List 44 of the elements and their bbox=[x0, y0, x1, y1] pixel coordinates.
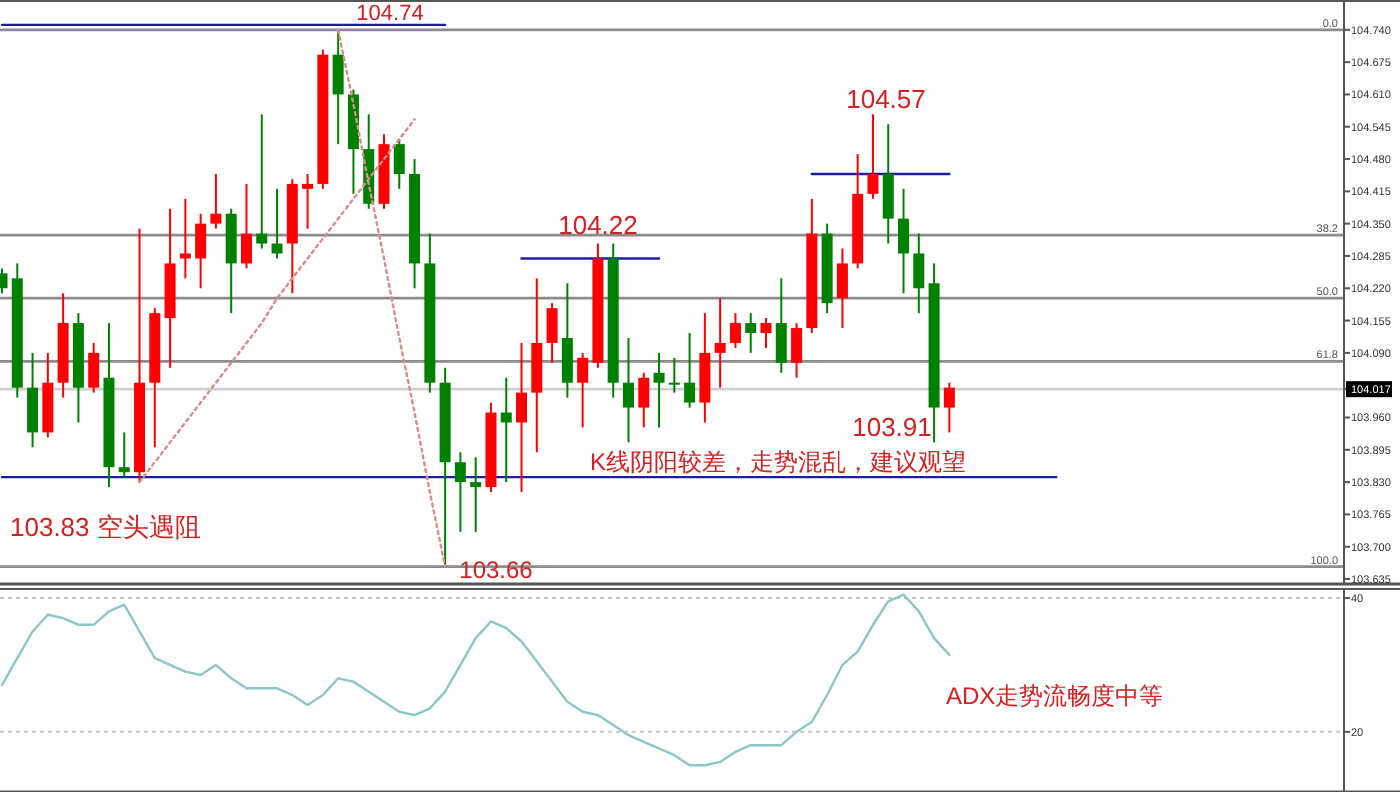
candlestick bbox=[210, 172, 222, 230]
candlestick bbox=[256, 113, 268, 250]
candlestick bbox=[836, 247, 848, 330]
candlestick bbox=[867, 113, 879, 200]
candlestick bbox=[271, 187, 283, 260]
candlestick bbox=[791, 322, 803, 379]
candlestick bbox=[577, 351, 589, 429]
candlestick bbox=[882, 123, 894, 245]
candlestick bbox=[729, 312, 741, 349]
candlestick bbox=[745, 312, 757, 354]
annotation: K线阴阳较差，走势混乱，建议观望 bbox=[590, 448, 967, 476]
candlestick bbox=[943, 381, 955, 434]
annotation: 104.57 bbox=[846, 84, 926, 114]
candlestick bbox=[302, 172, 314, 230]
candlestick bbox=[775, 277, 787, 374]
candlestick bbox=[638, 371, 650, 429]
annotation: 104.74 bbox=[356, 2, 424, 26]
annotation: 104.22 bbox=[558, 210, 638, 240]
candlestick bbox=[653, 351, 665, 429]
annotation: 103.83 空头遇阻 bbox=[10, 512, 201, 542]
candlestick bbox=[684, 332, 696, 409]
annotation: 103.91 bbox=[852, 412, 932, 442]
candlestick bbox=[27, 351, 39, 449]
candlestick bbox=[195, 212, 207, 290]
candlestick bbox=[179, 197, 191, 280]
candlestick bbox=[546, 302, 558, 364]
candlestick bbox=[240, 182, 252, 270]
annotation: 103.66 bbox=[459, 556, 534, 584]
candlestick bbox=[668, 356, 680, 394]
candlestick bbox=[470, 456, 482, 533]
candlestick bbox=[898, 187, 910, 295]
candlestick bbox=[332, 28, 344, 146]
candlestick bbox=[500, 376, 512, 484]
candlestick bbox=[561, 282, 573, 399]
candlestick bbox=[622, 336, 634, 444]
candlestick bbox=[516, 341, 528, 494]
candlestick bbox=[393, 138, 405, 190]
candlestick bbox=[118, 431, 130, 479]
candlestick bbox=[714, 297, 726, 389]
candlestick bbox=[454, 451, 466, 533]
candlestick bbox=[88, 341, 100, 394]
annotation: ADX走势流畅度中等 bbox=[946, 682, 1164, 710]
candlestick bbox=[760, 317, 772, 349]
candlestick bbox=[913, 232, 925, 315]
